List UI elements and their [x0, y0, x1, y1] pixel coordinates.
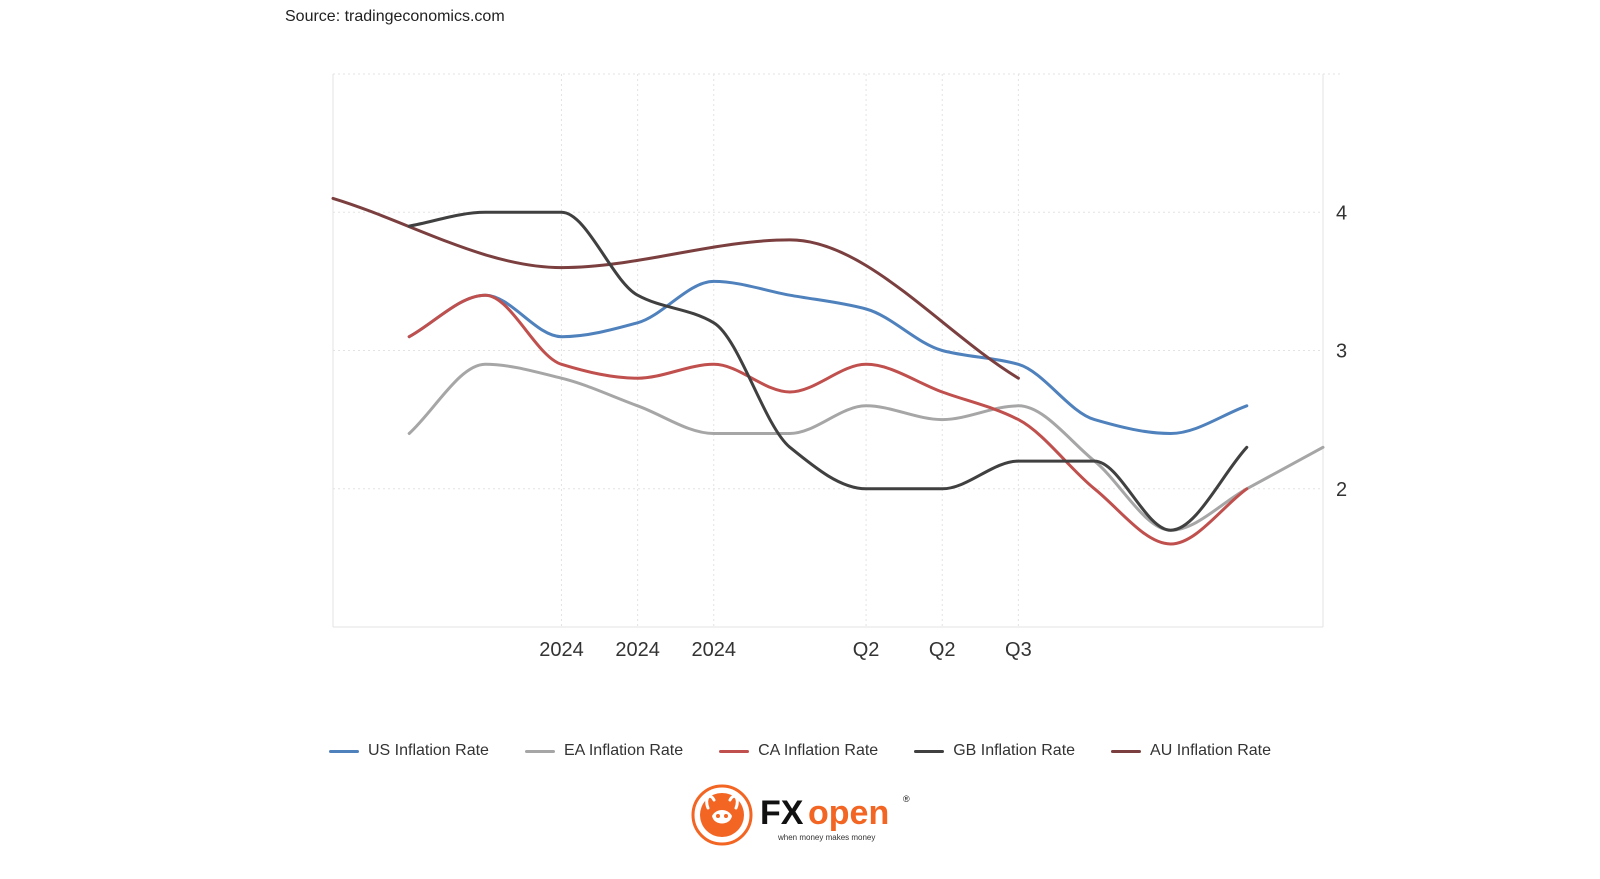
- x-tick-label: 2024: [539, 639, 584, 661]
- legend-swatch-au: [1111, 749, 1142, 753]
- chart-tick-labels: 4 3 2 2024 2024 2024 Q2 Q2 Q3: [539, 202, 1347, 661]
- series-line-ca: [407, 293, 1249, 546]
- legend-item-au[interactable]: AU Inflation Rate: [1111, 742, 1271, 760]
- x-tick-label: 2024: [615, 639, 660, 661]
- legend-swatch-ea: [524, 749, 555, 753]
- legend-label-ea: EA Inflation Rate: [563, 742, 684, 759]
- legend-label-us: US Inflation Rate: [367, 742, 489, 759]
- source-label: Source: tradingeconomics.com: [285, 8, 505, 25]
- legend-label-gb: GB Inflation Rate: [953, 742, 1076, 759]
- chart-legend: US Inflation Rate EA Inflation Rate CA I…: [0, 742, 1600, 760]
- legend-item-ca[interactable]: CA Inflation Rate: [719, 742, 878, 760]
- y-tick-label: 3: [1336, 341, 1347, 363]
- legend-swatch-us: [328, 749, 359, 753]
- y-tick-label: 4: [1336, 202, 1347, 224]
- chart-series: [331, 196, 1325, 546]
- logo-tagline: when money makes money: [777, 833, 875, 842]
- x-tick-label: Q2: [853, 639, 880, 661]
- y-tick-label: 2: [1336, 479, 1347, 501]
- legend-label-ca: CA Inflation Rate: [758, 742, 879, 759]
- bull-emblem-icon: [691, 784, 753, 846]
- legend-label-au: AU Inflation Rate: [1150, 742, 1271, 759]
- series-line-us: [407, 279, 1249, 435]
- legend-swatch-gb: [914, 749, 945, 753]
- legend-item-us[interactable]: US Inflation Rate: [328, 742, 489, 760]
- chart-grid: [332, 73, 1340, 628]
- logo-registered: ®: [903, 794, 910, 804]
- x-tick-label: Q3: [1005, 639, 1032, 661]
- series-line-au: [331, 196, 1020, 380]
- x-tick-label: 2024: [692, 639, 737, 661]
- fxopen-logo: FX open ® when money makes money: [691, 784, 910, 846]
- logo-open: open: [808, 794, 889, 832]
- legend-item-ea[interactable]: EA Inflation Rate: [524, 742, 684, 760]
- x-tick-label: Q2: [929, 639, 956, 661]
- legend-item-gb[interactable]: GB Inflation Rate: [914, 742, 1075, 760]
- series-line-gb: [407, 210, 1249, 532]
- legend-swatch-ca: [719, 749, 750, 753]
- inflation-chart: 4 3 2 2024 2024 2024 Q2 Q2 Q3: [331, 73, 1347, 661]
- logo-fx: FX: [760, 794, 804, 832]
